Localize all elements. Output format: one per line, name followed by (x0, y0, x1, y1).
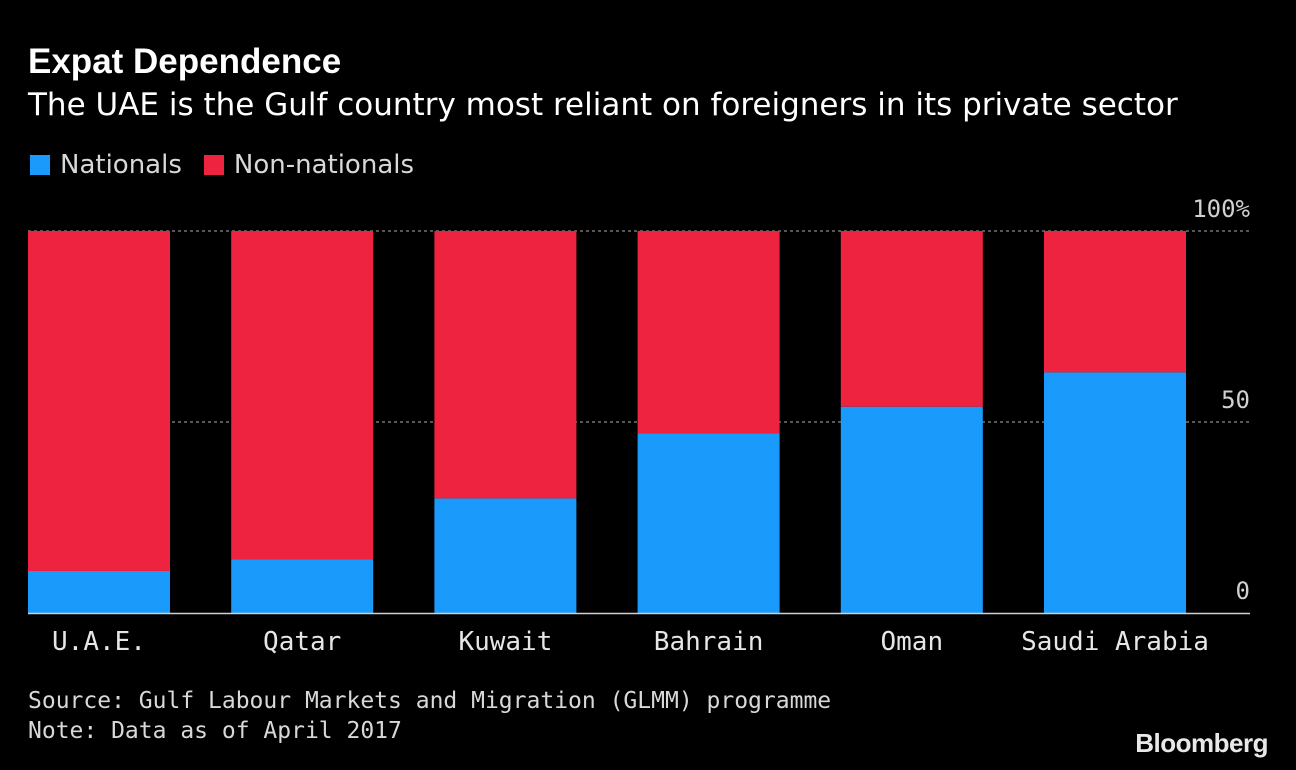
bar-non-nationals-u-a-e- (28, 231, 170, 571)
chart-title: Expat Dependence (28, 42, 342, 81)
x-tick-label-kuwait: Kuwait (458, 627, 552, 657)
x-tick-label-saudi-arabia: Saudi Arabia (1021, 627, 1209, 657)
footer: Source: Gulf Labour Markets and Migratio… (28, 686, 831, 746)
axes: U.A.E. Qatar Kuwait Bahrain Oman Saudi Arabia… (28, 195, 1251, 657)
bar-nationals-bahrain (637, 433, 780, 613)
bars (28, 231, 1186, 613)
bar-nationals-oman (840, 406, 983, 613)
x-tick-label-qatar: Qatar (263, 627, 341, 657)
bar-nationals-saudi-arabia (1044, 372, 1186, 613)
y-tick-label-50: 50 (1221, 386, 1250, 414)
bar-nationals-qatar (231, 559, 374, 613)
bar-nationals-u-a-e- (28, 570, 170, 613)
x-tick-label-oman: Oman (880, 627, 943, 657)
legend-item-nationals: Nationals (30, 150, 182, 180)
legend-swatch-non-nationals (203, 155, 224, 175)
y-tick-label-100: 100% (1192, 195, 1250, 223)
chart-subtitle: The UAE is the Gulf country most reliant… (28, 87, 1178, 123)
legend-label-nationals: Nationals (60, 150, 182, 180)
legend-label-non-nationals: Non-nationals (233, 150, 415, 180)
x-tick-label-bahrain: Bahrain (654, 627, 764, 657)
x-tick-label-u-a-e-: U.A.E. (52, 627, 146, 657)
bloomberg-logo: Bloomberg (1135, 728, 1268, 758)
bar-nationals-kuwait (434, 498, 577, 613)
bar-non-nationals-kuwait (434, 231, 577, 499)
legend: Nationals Non-nationals (30, 150, 436, 180)
bar-non-nationals-oman (840, 231, 983, 407)
bar-non-nationals-saudi-arabia (1044, 231, 1186, 373)
legend-item-non-nationals: Non-nationals (203, 150, 415, 180)
bar-non-nationals-qatar (231, 231, 374, 560)
source-note: Source: Gulf Labour Markets and Migratio… (28, 688, 832, 714)
data-note: Note: Data as of April 2017 (28, 718, 402, 744)
legend-swatch-nationals (30, 155, 50, 175)
y-tick-label-0: 0 (1236, 577, 1250, 605)
bar-non-nationals-bahrain (637, 231, 780, 434)
